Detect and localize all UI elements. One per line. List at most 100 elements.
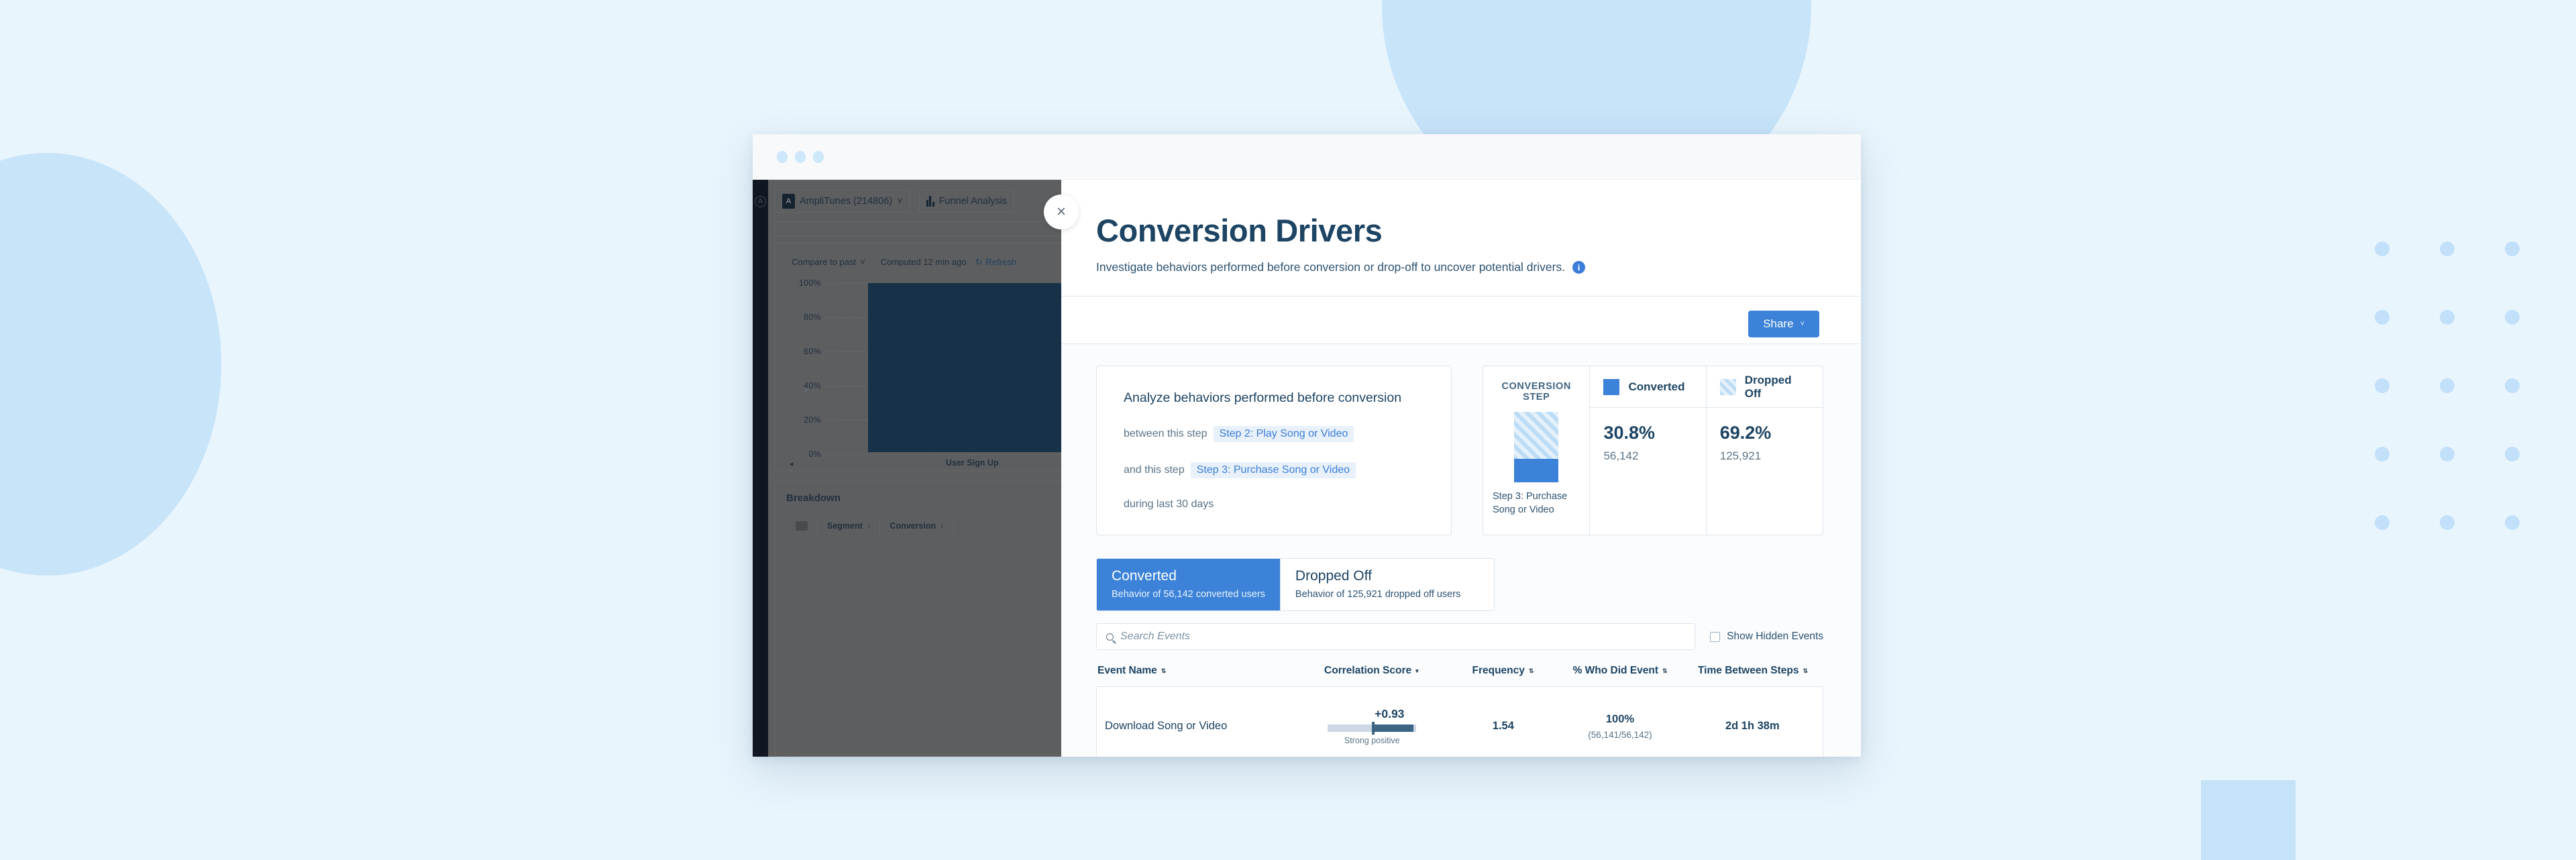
collapse-panel-button[interactable]: ◂ — [785, 455, 798, 473]
summary-row: Analyze behaviors performed before conve… — [1096, 366, 1823, 535]
column-pct-who-did-event-label: % Who Did Event — [1572, 665, 1659, 676]
row-pct-detail: (56,141/56,142) — [1588, 729, 1652, 740]
column-correlation-score[interactable]: Correlation Score ▾ — [1293, 665, 1450, 677]
converted-percent: 30.8% — [1603, 423, 1656, 443]
row-pct-who-did: 100% (56,141/56,142) — [1556, 713, 1683, 740]
decorative-dot — [2505, 447, 2520, 462]
breakdown-column-segment[interactable]: Segment ↕ — [818, 517, 881, 535]
chevron-down-icon: ˅ — [1800, 319, 1805, 328]
chart-y-tick: 80% — [804, 313, 821, 322]
app-chart-toolbar: Compare to past ˅ Computed 12 min ago ↻ … — [785, 253, 1016, 271]
traffic-light-close-icon[interactable] — [777, 150, 788, 163]
chart-type-chip-label: Funnel Analysis — [938, 196, 1008, 207]
app-breakdown-panel: Breakdown Segment ↕ Conversion ↕ — [775, 481, 1061, 757]
decorative-dot-grid — [2375, 241, 2536, 537]
app-sidebar-rail: A — [753, 180, 768, 757]
chart-type-chip[interactable]: Funnel Analysis — [918, 190, 1015, 213]
dropped-off-body: 69.2% 125,921 — [1707, 408, 1823, 463]
column-time-between-steps[interactable]: Time Between Steps ⇅ — [1684, 665, 1822, 677]
column-pct-who-did-event[interactable]: % Who Did Event ⇅ — [1556, 665, 1684, 677]
chart-y-tick: 60% — [804, 347, 821, 356]
converted-swatch-icon — [1603, 378, 1620, 395]
column-time-between-steps-label: Time Between Steps — [1697, 665, 1799, 676]
search-input[interactable] — [1120, 631, 1686, 643]
tab-dropped-off[interactable]: Dropped Off Behavior of 125,921 dropped … — [1279, 559, 1475, 610]
app-chart-panel: Compare to past ˅ Computed 12 min ago ↻ … — [775, 243, 1061, 473]
compare-to-past-button[interactable]: Compare to past ˅ — [785, 253, 872, 271]
share-button[interactable]: Share ˅ — [1748, 310, 1819, 337]
project-chip[interactable]: A AmpliTunes (214806) ˅ — [775, 190, 910, 213]
analyze-and-label: and this step — [1124, 464, 1185, 476]
bar-chart-icon — [926, 196, 934, 207]
converted-label: Converted — [1628, 380, 1685, 393]
info-icon[interactable]: i — [1572, 261, 1586, 274]
checkbox-icon[interactable] — [1710, 631, 1721, 642]
window-body: A A AmpliTunes (214806) ˅ Funnel Analysi… — [753, 180, 1861, 757]
conversion-step-header: CONVERSION STEP — [1501, 381, 1571, 402]
converted-header: Converted — [1590, 366, 1706, 408]
decorative-dot — [2440, 310, 2455, 325]
row-time-between: 2d 1h 38m — [1725, 720, 1780, 732]
column-event-name-label: Event Name — [1097, 665, 1157, 676]
decorative-circle-left — [0, 153, 221, 576]
step-selector-start[interactable]: Step 2: Play Song or Video — [1213, 426, 1354, 442]
decorative-dot — [2375, 310, 2390, 325]
table-row-main: Download Song or Video +0.93 Strong posi… — [1097, 687, 1823, 757]
column-event-name[interactable]: Event Name ⇅ — [1097, 665, 1293, 677]
app-breadcrumb-chips: A AmpliTunes (214806) ˅ Funnel Analysis — [775, 190, 1015, 213]
row-correlation-caption: Strong positive — [1344, 736, 1400, 745]
page-subtitle: Investigate behaviors performed before c… — [1096, 260, 1566, 274]
sort-icon: ⇅ — [1528, 667, 1534, 674]
analyze-card: Analyze behaviors performed before conve… — [1096, 366, 1452, 535]
sort-desc-icon: ▾ — [1415, 667, 1419, 674]
show-hidden-events-toggle[interactable]: Show Hidden Events — [1710, 631, 1823, 643]
tab-converted-subtitle: Behavior of 56,142 converted users — [1112, 589, 1265, 600]
row-correlation-bar — [1328, 722, 1417, 735]
page-title: Conversion Drivers — [1096, 213, 1383, 248]
search-box[interactable] — [1096, 623, 1696, 650]
row-pct-value: 100% — [1605, 712, 1635, 725]
converted-count: 56,142 — [1603, 449, 1639, 462]
modal-content[interactable]: Analyze behaviors performed before conve… — [1061, 343, 1861, 757]
sort-icon: ↕ — [867, 522, 871, 529]
project-badge-icon: A — [782, 194, 795, 209]
chevron-down-icon: ˅ — [897, 196, 903, 207]
app-filter-panel — [775, 221, 1061, 236]
refresh-button[interactable]: ↻ Refresh — [975, 257, 1016, 268]
modal-header: Conversion Drivers Investigate behaviors… — [1061, 180, 1861, 274]
share-button-label: Share — [1763, 317, 1794, 330]
breakdown-column-conversion-label: Conversion — [890, 521, 936, 531]
column-frequency[interactable]: Frequency ⇅ — [1450, 665, 1556, 677]
decorative-dot — [2440, 241, 2455, 256]
chart-y-tick: 100% — [798, 278, 821, 288]
analyze-card-title: Analyze behaviors performed before conve… — [1124, 390, 1402, 405]
sort-icon: ⇅ — [1803, 667, 1808, 674]
row-correlation-value: +0.93 — [1375, 707, 1405, 720]
tab-converted-title: Converted — [1112, 568, 1177, 584]
analyze-between-label: between this step — [1124, 428, 1208, 439]
computed-timestamp: Computed 12 min ago — [880, 257, 967, 267]
traffic-light-minimize-icon[interactable] — [795, 150, 806, 163]
decorative-dot — [2375, 515, 2390, 530]
chevron-down-icon: ˅ — [860, 257, 865, 267]
chart-y-tick: 40% — [804, 381, 821, 390]
decorative-dot — [2440, 515, 2455, 530]
eye-icon — [796, 521, 808, 531]
close-icon[interactable]: × — [1044, 195, 1079, 229]
dropped-off-percent: 69.2% — [1719, 423, 1772, 443]
breakdown-visibility-column — [786, 517, 818, 535]
decorative-dot — [2505, 378, 2520, 393]
traffic-light-zoom-icon[interactable] — [813, 150, 824, 163]
chevron-right-icon[interactable]: › — [804, 384, 808, 395]
page-subtitle-row: Investigate behaviors performed before c… — [1096, 260, 1821, 274]
sort-icon: ⇅ — [1161, 667, 1167, 674]
dropped-off-label: Dropped Off — [1744, 373, 1792, 400]
window-titlebar — [753, 134, 1861, 180]
step-selector-end[interactable]: Step 3: Purchase Song or Video — [1190, 462, 1356, 478]
breakdown-column-conversion[interactable]: Conversion ↕ — [880, 517, 954, 535]
analyze-between-row: between this step Step 2: Play Song or V… — [1124, 426, 1424, 442]
conversion-drivers-modal: × Conversion Drivers Investigate behavio… — [1044, 180, 1861, 757]
converted-column: Converted 30.8% 56,142 — [1590, 366, 1707, 535]
table-row[interactable]: Download Song or Video +0.93 Strong posi… — [1096, 686, 1823, 757]
tab-converted[interactable]: Converted Behavior of 56,142 converted u… — [1097, 559, 1280, 610]
